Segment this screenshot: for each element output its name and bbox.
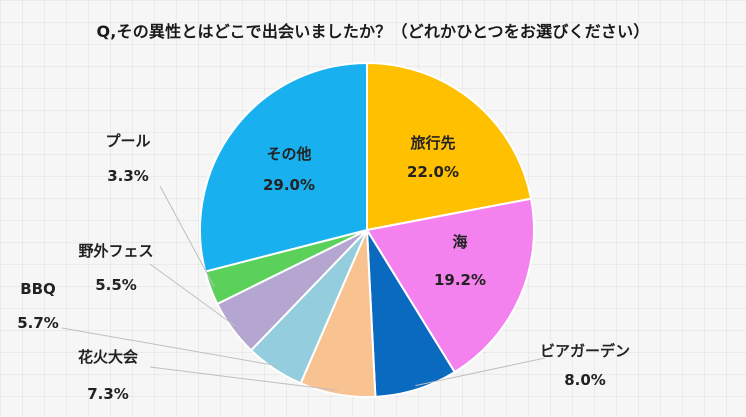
leader-line-slice-7 — [159, 185, 215, 287]
leader-line-slice-5 — [61, 327, 277, 367]
category-label-slice-7: プール — [105, 132, 150, 150]
chart-title: Q,その異性とはどこで出会いましたか？（どれかひとつをお選びください） — [96, 22, 650, 41]
category-label-slice-5: BBQ — [20, 280, 56, 298]
slice-labels: 旅行先 22.0% 海 19.2% ビアガーデン 8.0% 花火大会 7.3% BBQ 5.7% 野… — [17, 132, 630, 403]
category-label-slice-1: 旅行先 — [410, 134, 455, 152]
value-label-slice-3: 8.0% — [564, 371, 606, 389]
pie-slice-slice-1 — [366, 61, 533, 232]
value-label-slice-7: 3.3% — [107, 167, 149, 185]
leader-lines — [61, 185, 546, 391]
category-label-slice-4: 花火大会 — [78, 348, 138, 366]
leader-line-slice-6 — [149, 263, 236, 327]
value-label-slice-2: 19.2% — [434, 271, 486, 289]
pie-slice-slice-2 — [365, 197, 535, 374]
category-label-slice-6: 野外フェス — [78, 242, 153, 260]
value-label-slice-6: 5.5% — [95, 276, 137, 294]
leader-line-slice-3 — [415, 357, 546, 387]
category-label-slice-2: 海 — [452, 233, 467, 251]
category-label-slice-8: その他 — [266, 145, 311, 163]
leader-line-slice-4 — [149, 366, 339, 391]
category-label-slice-3: ビアガーデン — [540, 342, 630, 360]
value-label-slice-8: 29.0% — [263, 176, 315, 194]
value-label-slice-4: 7.3% — [87, 385, 129, 403]
pie-slice-slice-8 — [199, 61, 368, 273]
pie-slices — [199, 61, 535, 398]
value-label-slice-5: 5.7% — [17, 314, 59, 332]
value-label-slice-1: 22.0% — [407, 163, 459, 181]
